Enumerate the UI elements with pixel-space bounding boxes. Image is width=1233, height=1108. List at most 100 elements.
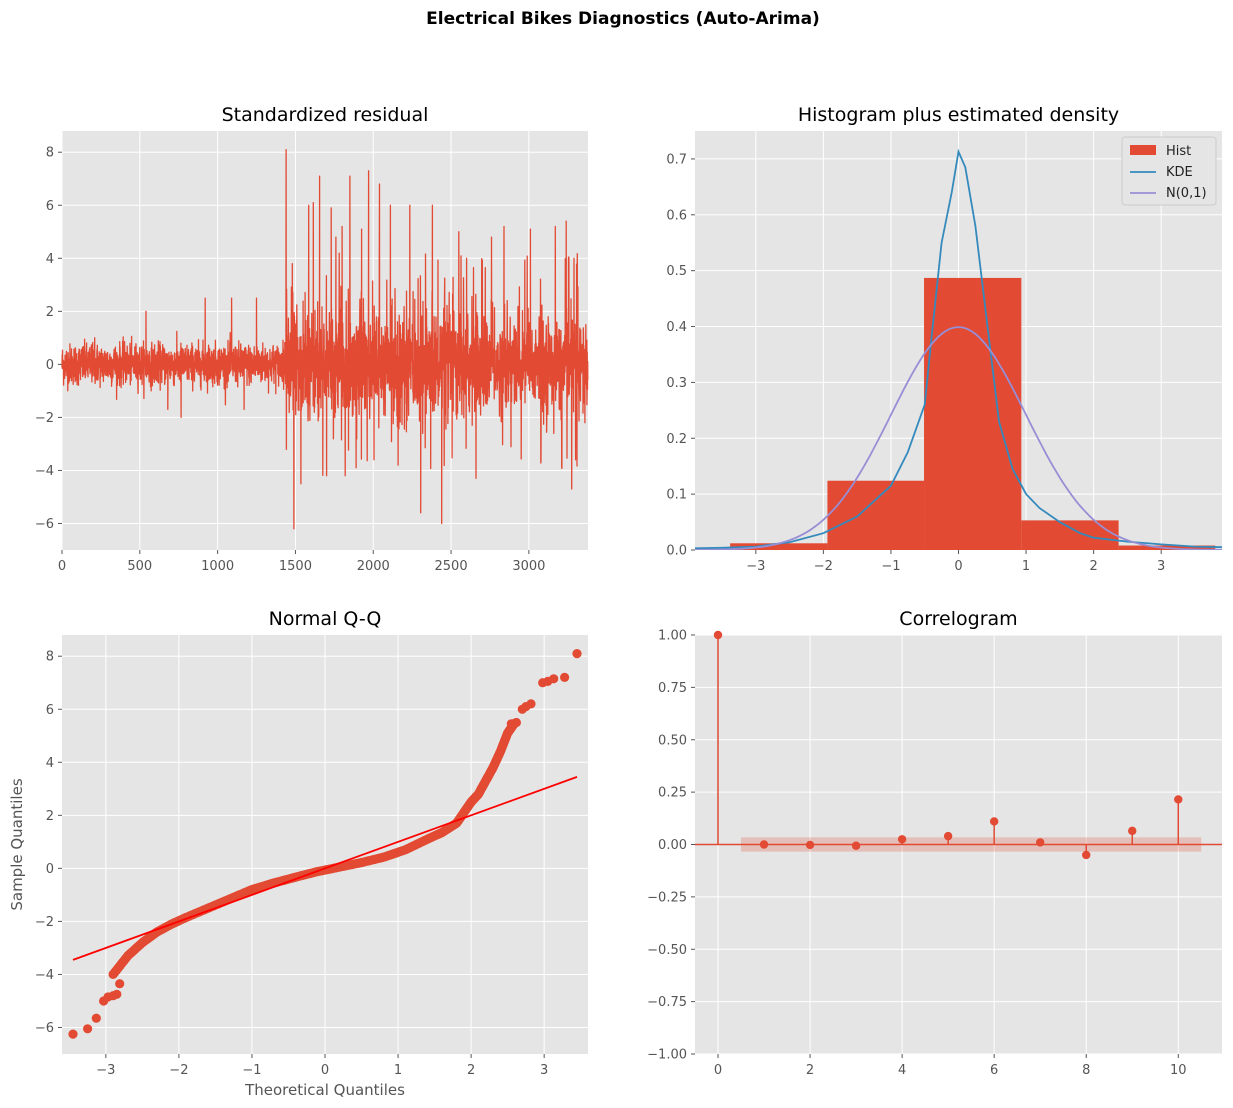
acf-marker [1174, 795, 1183, 804]
y-tick-label: −2 [35, 411, 54, 426]
histogram-legend: Hist KDE N(0,1) [1121, 136, 1217, 206]
residual-series-line [61, 148, 589, 530]
y-tick-label: 8 [46, 650, 54, 665]
qq-point [526, 699, 536, 709]
y-tick-label: 0.25 [658, 786, 687, 801]
x-tick-label: 2 [1089, 559, 1097, 574]
qq-reference-line [72, 776, 578, 961]
x-tick-label: −1 [242, 1063, 261, 1078]
qq-point [83, 1024, 93, 1034]
histogram-bar [730, 543, 828, 550]
y-tick-label: 4 [46, 756, 54, 771]
y-tick-label: 6 [46, 703, 54, 718]
histogram-bar [827, 480, 925, 550]
y-tick-label: 0 [46, 862, 54, 877]
y-axis-label: Sample Quantiles [8, 778, 26, 910]
legend-label-normal: N(0,1) [1166, 186, 1207, 201]
qq-points [68, 649, 582, 1039]
acf-marker [1128, 826, 1137, 836]
x-axis-label: Theoretical Quantiles [244, 1081, 405, 1099]
y-tick-label: 0.6 [666, 208, 687, 223]
x-tick-label: 1500 [279, 559, 312, 574]
x-tick-label: 8 [1082, 1063, 1090, 1078]
x-tick-label: 4 [898, 1063, 906, 1078]
x-tick-label: 1 [1022, 559, 1030, 574]
y-tick-label: 0.4 [666, 320, 687, 335]
qq-point [549, 674, 559, 684]
y-tick-label: 0.50 [658, 733, 687, 748]
y-tick-label: −1.00 [647, 1048, 687, 1063]
y-tick-label: 0.7 [666, 152, 687, 167]
y-tick-label: 0.5 [666, 264, 687, 279]
y-tick-label: 0.00 [658, 838, 687, 853]
acf-marker [1035, 838, 1045, 847]
y-tick-label: 2 [46, 305, 54, 320]
normal-density-line [695, 326, 1222, 550]
x-tick-label: 0 [58, 559, 66, 574]
y-tick-label: 0.75 [658, 681, 687, 696]
x-tick-label: −3 [746, 559, 765, 574]
x-tick-label: 2000 [357, 559, 390, 574]
y-tick-label: −6 [35, 1021, 54, 1036]
y-tick-label: 0.0 [666, 544, 687, 559]
figure-suptitle: Electrical Bikes Diagnostics (Auto-Arima… [426, 9, 820, 29]
panel-title: Standardized residual [222, 104, 429, 126]
y-tick-label: 8 [46, 146, 54, 161]
legend-label-hist: Hist [1166, 144, 1191, 159]
x-tick-label: 1 [394, 1063, 402, 1078]
x-tick-label: 0 [954, 559, 962, 574]
x-tick-label: 3 [540, 1063, 548, 1078]
panel-title: Normal Q-Q [269, 608, 382, 630]
y-tick-label: 6 [46, 199, 54, 214]
acf-marker [943, 831, 953, 841]
y-tick-label: 0 [46, 358, 54, 373]
legend-label-kde: KDE [1166, 165, 1193, 180]
x-tick-label: 10 [1170, 1063, 1187, 1078]
x-tick-label: −2 [169, 1063, 188, 1078]
qq-point [560, 672, 570, 683]
x-tick-label: −2 [814, 559, 833, 574]
panel-normal-qq: −3 −2 −1 0 1 2 3 −6 −4 −2 0 2 4 6 8 Normal Q-Q Theoretic… [8, 608, 588, 1099]
x-tick-label: −1 [881, 559, 900, 574]
panel-standardized-residual: 0 500 1000 1500 2000 2500 3000 −6 −4 −2 0 2 4 6 8 Stand… [35, 104, 589, 574]
x-tick-label: 3000 [512, 559, 545, 574]
qq-point [572, 649, 582, 659]
y-tick-label: 0.3 [666, 376, 687, 391]
y-tick-label: 0.2 [666, 432, 687, 447]
qq-point [112, 989, 122, 999]
qq-point [68, 1029, 78, 1039]
qq-point [91, 1013, 101, 1023]
x-tick-label: 2 [467, 1063, 475, 1078]
y-tick-label: −2 [35, 915, 54, 930]
qq-point [115, 979, 125, 989]
acf-marker [989, 817, 999, 826]
panel-histogram-density: −3 −2 −1 0 1 2 3 0.0 0.1 0.2 0.3 0.4 0.5 0.6 0.7 Histog… [666, 104, 1222, 574]
panel-correlogram: 0 2 4 6 8 10 −1.00 −0.75 −0.50 −0.25 0.00 0.25 0.50 0… [647, 608, 1222, 1078]
y-tick-label: −0.25 [647, 890, 687, 905]
qq-point [511, 717, 521, 728]
y-tick-label: −0.50 [647, 943, 687, 958]
legend-swatch-hist [1130, 145, 1156, 155]
y-tick-label: 2 [46, 809, 54, 824]
y-tick-label: 1.00 [658, 629, 687, 644]
x-tick-label: 3 [1157, 559, 1165, 574]
y-tick-label: 0.1 [666, 488, 687, 503]
acf-marker [897, 835, 907, 844]
acf-marker [759, 840, 769, 849]
kde-line [695, 148, 1222, 550]
y-tick-label: 4 [46, 252, 54, 267]
x-tick-label: 2 [806, 1063, 814, 1078]
x-tick-label: 6 [990, 1063, 998, 1078]
y-tick-label: −6 [35, 517, 54, 532]
acf-marker [1082, 850, 1091, 860]
acf-marker [851, 841, 861, 850]
x-tick-label: 2500 [435, 559, 468, 574]
x-tick-label: −3 [96, 1063, 115, 1078]
panel-title: Correlogram [899, 608, 1017, 630]
y-tick-label: −4 [35, 464, 54, 479]
histogram-bar [924, 277, 1022, 550]
x-tick-label: 0 [321, 1063, 329, 1078]
x-tick-label: 1000 [201, 559, 234, 574]
axes-background [62, 131, 588, 550]
